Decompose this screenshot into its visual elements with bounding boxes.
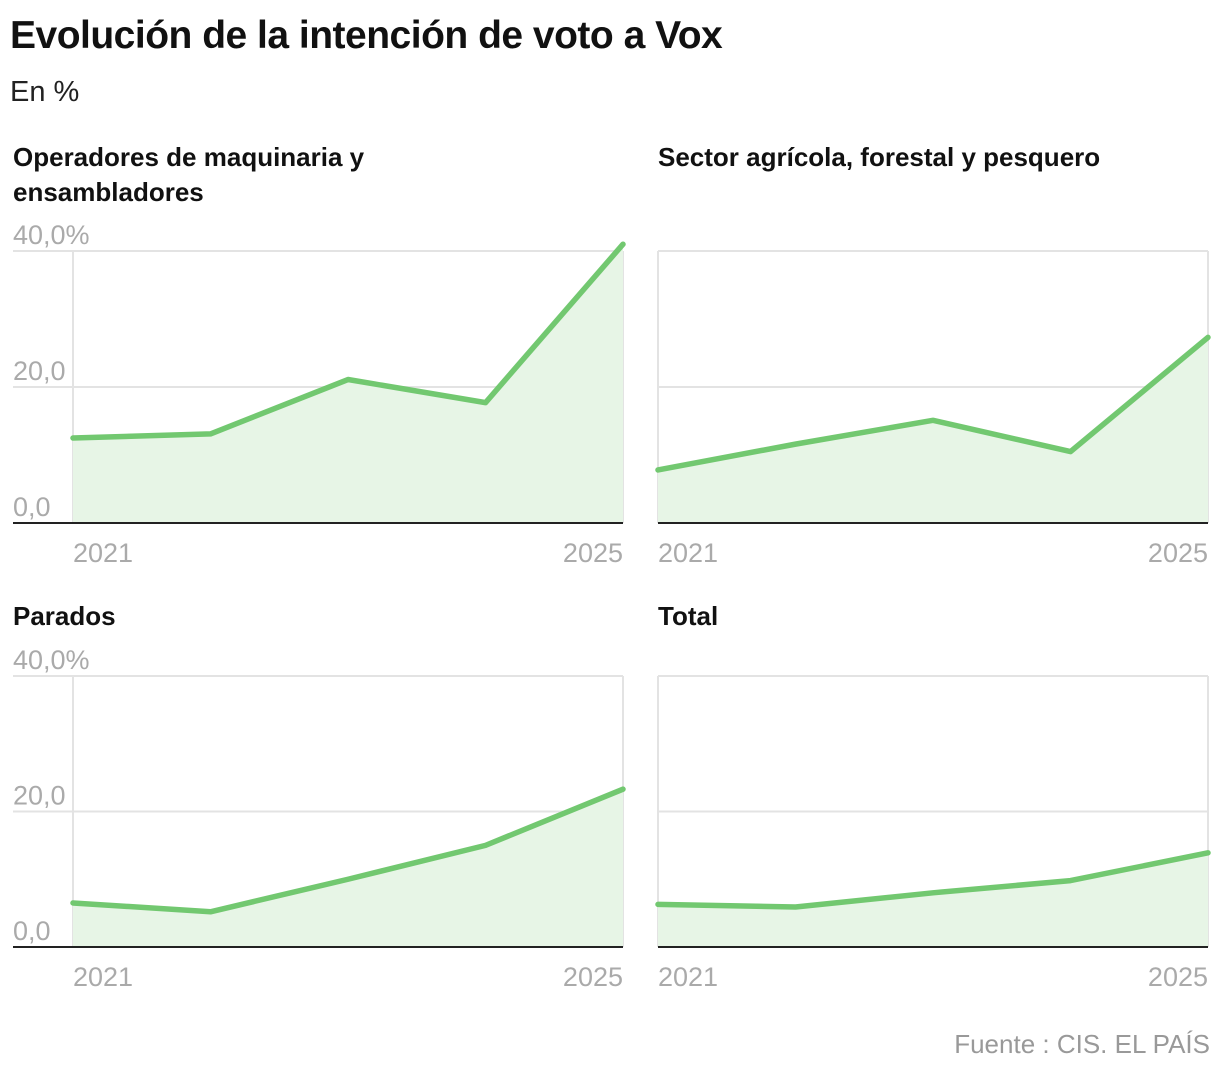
x-tick-label: 2021 [658, 962, 718, 992]
series-area [73, 244, 623, 523]
chart-title: Evolución de la intención de voto a Vox [10, 14, 723, 57]
panel-1: Operadores de maquinaria y ensambladores 4… [13, 142, 626, 568]
x-tick-label: 2025 [563, 962, 623, 992]
panel-title: Operadores de maquinaria y ensambladores [13, 142, 365, 207]
panel-title-line: Operadores de maquinaria y [13, 142, 365, 172]
panel-title: Total [658, 601, 718, 631]
x-tick-label: 2025 [1148, 538, 1208, 568]
y-tick-label: 0,0 [13, 492, 51, 522]
source-note: Fuente : CIS. EL PAÍS [954, 1029, 1210, 1059]
panel-title-line: Parados [13, 601, 116, 631]
y-tick-label: 20,0 [13, 781, 66, 811]
chart-subtitle: En % [10, 76, 80, 108]
panel-2: Sector agrícola, forestal y pesquero 2021… [655, 142, 1211, 568]
series-area [658, 337, 1208, 523]
panel-title-line: ensambladores [13, 177, 204, 207]
y-tick-label: 40,0% [13, 220, 90, 250]
panel-3: Parados 40,0% 20,0 0,0 2021 2025 [13, 601, 626, 992]
x-tick-label: 2021 [73, 962, 133, 992]
x-tick-label: 2025 [1148, 962, 1208, 992]
y-tick-label: 40,0% [13, 645, 90, 675]
x-tick-label: 2025 [563, 538, 623, 568]
series-area [658, 852, 1208, 947]
panel-title: Sector agrícola, forestal y pesquero [658, 142, 1100, 172]
panel-title-line: Total [658, 601, 718, 631]
x-tick-label: 2021 [658, 538, 718, 568]
series-area [73, 789, 623, 947]
x-tick-label: 2021 [73, 538, 133, 568]
panel-title-line: Sector agrícola, forestal y pesquero [658, 142, 1100, 172]
panel-title: Parados [13, 601, 116, 631]
y-tick-label: 0,0 [13, 916, 51, 946]
panel-4: Total 2021 2025 [655, 601, 1211, 992]
y-tick-label: 20,0 [13, 356, 66, 386]
